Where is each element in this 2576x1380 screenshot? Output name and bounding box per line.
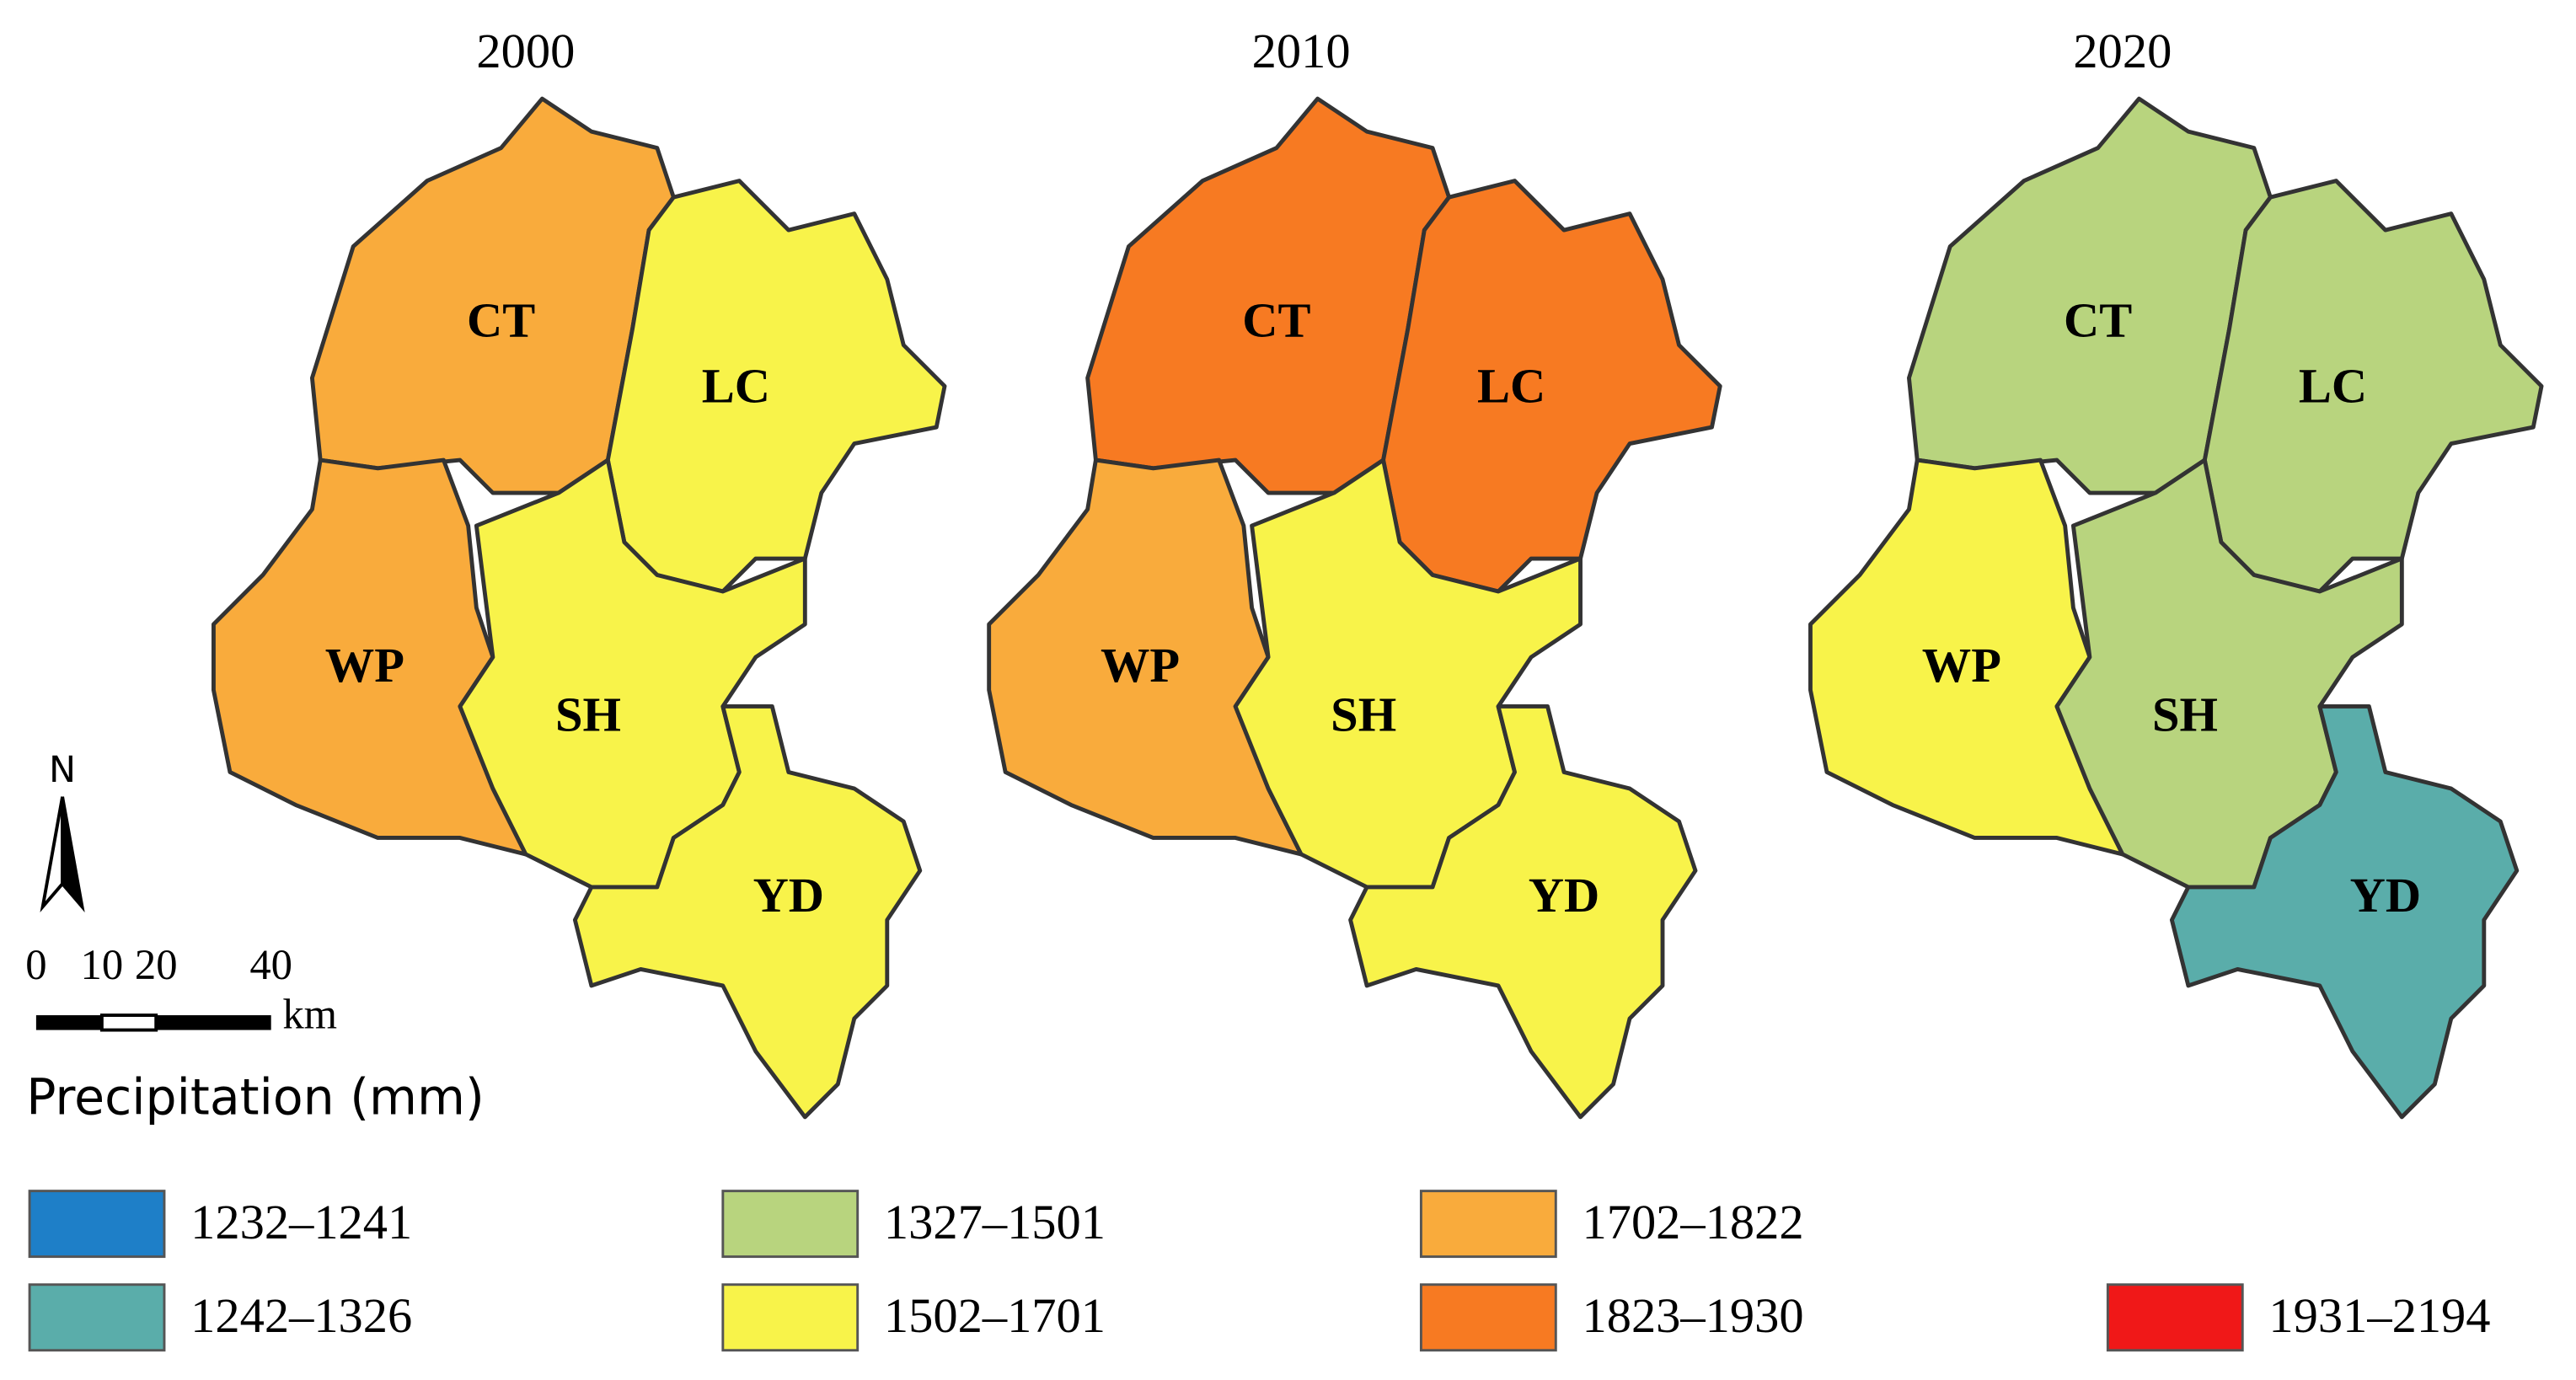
region [1808, 457, 2125, 857]
map: CT LC WP SH YD 2020 [1808, 24, 2544, 1120]
scale-tick-label: 20 [135, 941, 178, 988]
region [2169, 704, 2520, 1120]
region-label: WP [325, 638, 404, 693]
scale-segment [35, 1015, 102, 1030]
legend-swatch [1419, 1283, 1557, 1352]
map-title: 2020 [2073, 24, 2172, 78]
legend-swatch [2106, 1283, 2244, 1352]
region-label: LC [2299, 359, 2367, 414]
scale-tick-label: 0 [25, 941, 46, 988]
legend-title: Precipitation (mm) [26, 1069, 485, 1126]
region-label: LC [1477, 359, 1545, 414]
legend-swatch [1419, 1190, 1557, 1259]
legend-swatch [721, 1283, 860, 1352]
region-label: YD [753, 868, 824, 923]
region-label: WP [1101, 638, 1180, 693]
scale-unit: km [282, 991, 337, 1038]
region [605, 179, 947, 594]
map: CT LC WP SH YD 2010 [987, 24, 1722, 1120]
region-label: YD [1529, 868, 1599, 923]
north-label: N [49, 749, 76, 791]
north-arrow-left [40, 796, 65, 913]
legend: Precipitation (mm) 1232–1241 1242–1326 132… [26, 1069, 2491, 1352]
region [987, 457, 1304, 857]
region-label: SH [1331, 687, 1396, 742]
map-title: 2010 [1252, 24, 1351, 78]
legend-label: 1931–2194 [2268, 1288, 2490, 1343]
legend-swatch [28, 1190, 166, 1259]
region-label: LC [702, 359, 770, 414]
region-label: WP [1922, 638, 2001, 693]
scale-tick-label: 40 [249, 941, 292, 988]
legend-label: 1823–1930 [1582, 1288, 1803, 1343]
legend-label: 1327–1501 [884, 1195, 1106, 1249]
map: CT LC WP SH YD 2000 [212, 24, 947, 1120]
legend-label: 1702–1822 [1582, 1195, 1803, 1249]
maps: CT LC WP SH YD 2000 CT LC WP SH YD 2010 CT LC WP SH YD 20… [212, 24, 2544, 1120]
region [572, 704, 923, 1120]
region [212, 457, 528, 857]
region [2202, 179, 2544, 594]
region-label: CT [467, 293, 535, 348]
region-label: CT [2064, 293, 2132, 348]
north-arrow-right [61, 796, 85, 913]
region-label: CT [1242, 293, 1310, 348]
legend-label: 1232–1241 [190, 1195, 412, 1249]
region-label: SH [555, 687, 621, 742]
scale-segment [99, 1014, 158, 1032]
legend-label: 1242–1326 [190, 1288, 412, 1343]
map-title: 2000 [476, 24, 575, 78]
region [1348, 704, 1698, 1120]
region-label: SH [2152, 687, 2218, 742]
scale-segment [156, 1015, 271, 1030]
legend-label: 1502–1701 [884, 1288, 1106, 1343]
region [1381, 179, 1722, 594]
north-arrow: N [40, 749, 85, 913]
legend-swatch [28, 1283, 166, 1352]
region-label: YD [2350, 868, 2421, 923]
legend-swatch [721, 1190, 860, 1259]
scale-tick-label: 10 [81, 941, 124, 988]
